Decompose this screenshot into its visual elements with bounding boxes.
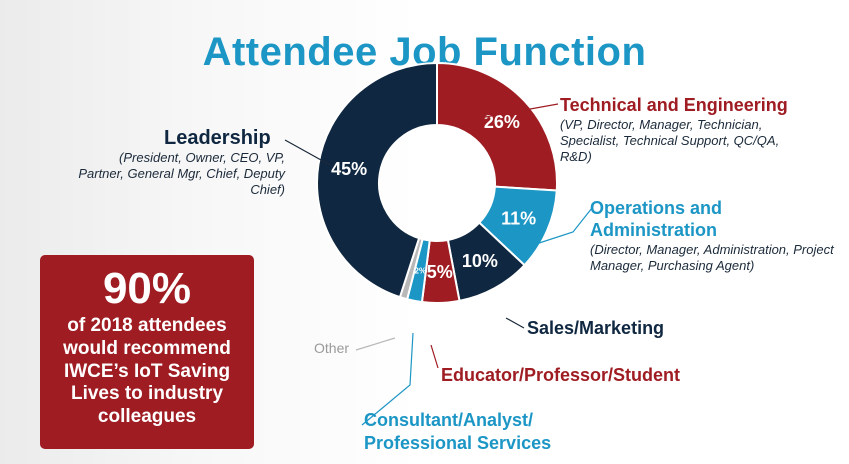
slice-description: (VP, Director, Manager, Technician, Spec… — [560, 116, 780, 164]
legend-label-leadership: Leadership (President, Owner, CEO, VP, P… — [70, 126, 285, 198]
slice-name: Operations and Administration — [590, 198, 723, 240]
slice-name: Leadership — [164, 127, 271, 149]
label-connector — [430, 344, 439, 369]
slice-value-label: 2% — [415, 266, 427, 275]
slice-description: (Director, Manager, Administration, Proj… — [590, 241, 834, 273]
slice-value-label: 26% — [484, 112, 520, 132]
legend-label-technical: Technical and Engineering (VP, Director,… — [560, 95, 800, 165]
slice-name: Sales/Marketing — [527, 318, 665, 338]
legend-label-consultant: Consultant/Analyst/ Professional Service… — [364, 409, 564, 456]
slice-name: Technical and Engineering — [560, 95, 788, 115]
donut-slice — [436, 61, 558, 192]
callout-value: 90% — [102, 264, 192, 313]
slice-name: Educator/Professor/Student — [441, 365, 681, 385]
label-connector — [355, 337, 396, 351]
recommend-callout: 90% of 2018 attendees would recommend IW… — [40, 255, 254, 449]
legend-label-sales: Sales/Marketing — [527, 318, 664, 340]
slice-name: Consultant/Analyst/ Professional Service… — [364, 410, 552, 454]
slice-value-label: 10% — [462, 251, 498, 271]
slice-value-label: 45% — [331, 159, 367, 179]
label-connector — [479, 103, 559, 119]
legend-label-educator: Educator/Professor/Student — [441, 365, 680, 387]
label-connector — [532, 207, 593, 246]
legend-label-other: Other — [314, 340, 349, 357]
label-connector — [284, 139, 331, 166]
label-connector — [505, 317, 525, 329]
slice-value-label: 11% — [501, 208, 536, 228]
donut-slice — [316, 61, 438, 299]
slice-description: (President, Owner, CEO, VP, Partner, Gen… — [78, 150, 285, 198]
legend-label-operations: Operations and Administration (Director,… — [590, 198, 840, 274]
slice-value-label: 5% — [427, 262, 453, 282]
slice-name: Other — [314, 340, 350, 356]
label-connector — [361, 332, 414, 426]
callout-text: of 2018 attendees would recommend IWCE’s… — [63, 315, 231, 428]
